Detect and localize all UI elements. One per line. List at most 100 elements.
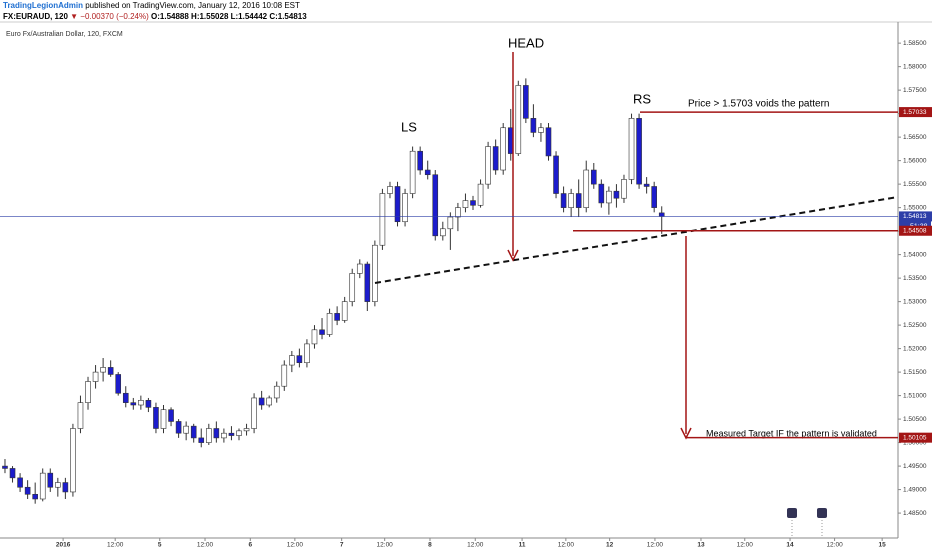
neckline bbox=[374, 196, 899, 284]
candle-body bbox=[545, 127, 552, 157]
candle-body bbox=[606, 190, 612, 204]
candle-body bbox=[583, 169, 590, 208]
candle-body bbox=[221, 432, 227, 439]
candle-body bbox=[273, 385, 280, 399]
candle-body bbox=[122, 392, 129, 403]
price-label: 1.57033 bbox=[903, 109, 927, 116]
x-tick-label: 12:00 bbox=[197, 542, 214, 549]
x-tick-label: 12:00 bbox=[287, 542, 304, 549]
candle-body bbox=[372, 244, 378, 302]
quote: O:1.54888 H:1.55028 L:1.54442 C:1.54813 bbox=[151, 12, 307, 21]
candle-body bbox=[500, 127, 507, 171]
candle-body bbox=[334, 313, 340, 321]
x-tick-label: 14 bbox=[786, 542, 794, 549]
candle-body bbox=[55, 482, 61, 488]
x-tick-label: 6 bbox=[249, 542, 253, 549]
annotation: RS bbox=[633, 91, 651, 106]
candle-body bbox=[145, 400, 152, 408]
y-tick-label: 1.48500 bbox=[903, 510, 927, 517]
y-tick-label: 1.50500 bbox=[903, 416, 927, 423]
candle-body bbox=[621, 179, 627, 199]
candle-body bbox=[62, 482, 69, 493]
y-tick-label: 1.49000 bbox=[903, 486, 927, 493]
candle-body bbox=[258, 397, 265, 406]
candle-body bbox=[32, 493, 38, 500]
candle-body bbox=[160, 409, 167, 429]
candle-body bbox=[530, 118, 537, 133]
x-tick-label: 13 bbox=[697, 542, 705, 549]
candle-body bbox=[39, 472, 46, 500]
x-tick-label: 12:00 bbox=[647, 542, 664, 549]
y-tick-label: 1.54000 bbox=[903, 251, 927, 258]
candle-body bbox=[236, 430, 242, 436]
plot bbox=[2, 78, 665, 504]
candle-body bbox=[311, 329, 318, 345]
candle-body bbox=[205, 428, 212, 443]
candle-body bbox=[190, 425, 197, 439]
publish-line: TradingLegionAdmin published on TradingV… bbox=[3, 1, 300, 10]
y-tick-label: 1.50000 bbox=[903, 439, 927, 446]
candle-body bbox=[568, 193, 574, 208]
candle-body bbox=[440, 228, 446, 237]
candle-body bbox=[213, 428, 220, 439]
annotation: Price > 1.5703 voids the pattern bbox=[688, 99, 829, 110]
y-tick-label: 1.51500 bbox=[903, 369, 927, 376]
candle-body bbox=[138, 400, 144, 406]
y-tick-label: 1.58000 bbox=[903, 63, 927, 70]
x-tick-label: 12:00 bbox=[107, 542, 124, 549]
candle-body bbox=[598, 183, 605, 204]
candle-body bbox=[643, 183, 650, 187]
x-tick-label: 2016 bbox=[56, 542, 71, 549]
candle-body bbox=[2, 465, 8, 469]
y-tick-label: 1.52500 bbox=[903, 322, 927, 329]
price-label-box bbox=[899, 432, 932, 443]
candle-body bbox=[636, 118, 642, 185]
symbol-line: FX:EURAUD, 120 ▼ −0.00370 (−0.24%) O:1.5… bbox=[3, 12, 307, 21]
candle-body bbox=[296, 355, 303, 364]
x-tick-label: 12:00 bbox=[467, 542, 484, 549]
candle-body bbox=[70, 428, 76, 493]
candle-body bbox=[417, 150, 423, 171]
y-tick-label: 1.57500 bbox=[903, 87, 927, 94]
candle-body bbox=[409, 150, 416, 194]
candle-body bbox=[379, 193, 386, 246]
candle-body bbox=[628, 118, 635, 180]
candle-body bbox=[560, 193, 567, 208]
annotation: Measured Target IF the pattern is valida… bbox=[706, 428, 877, 438]
event-icon[interactable] bbox=[817, 508, 827, 538]
event-icon[interactable] bbox=[787, 508, 797, 538]
y-tick-label: 1.53500 bbox=[903, 275, 927, 282]
y-tick-label: 1.49500 bbox=[903, 463, 927, 470]
x-tick-label: 5 bbox=[158, 542, 162, 549]
candle-body bbox=[424, 169, 431, 176]
annotation: HEAD bbox=[508, 35, 544, 50]
candle-body bbox=[613, 190, 620, 199]
candle-body bbox=[24, 486, 31, 495]
candle-body bbox=[485, 146, 491, 185]
candle-body bbox=[477, 183, 484, 206]
annotation: LS bbox=[401, 119, 417, 134]
y-tick-label: 1.53000 bbox=[903, 298, 927, 305]
x-tick-label: 15 bbox=[879, 542, 887, 549]
candle-body bbox=[455, 207, 461, 218]
candle-body bbox=[266, 397, 272, 406]
x-tick-label: 12:00 bbox=[558, 542, 575, 549]
candle-body bbox=[251, 397, 257, 429]
change: ▼ −0.00370 (−0.24%) bbox=[70, 12, 149, 21]
candle-body bbox=[228, 432, 235, 436]
candle-body bbox=[319, 329, 325, 335]
x-tick-label: 12 bbox=[606, 542, 614, 549]
candle-body bbox=[304, 343, 310, 364]
y-tick-label: 1.52000 bbox=[903, 345, 927, 352]
y-tick-label: 1.51000 bbox=[903, 392, 927, 399]
price-label-box bbox=[899, 225, 932, 236]
candle-body bbox=[394, 186, 401, 223]
candle-body bbox=[281, 364, 288, 387]
candle-body bbox=[85, 381, 91, 403]
candle-body bbox=[575, 193, 582, 208]
candle-body bbox=[341, 301, 348, 321]
candle-body bbox=[492, 146, 499, 171]
price-label-box bbox=[899, 211, 932, 222]
publisher[interactable]: TradingLegionAdmin bbox=[3, 1, 83, 10]
x-tick-label: 12:00 bbox=[377, 542, 394, 549]
